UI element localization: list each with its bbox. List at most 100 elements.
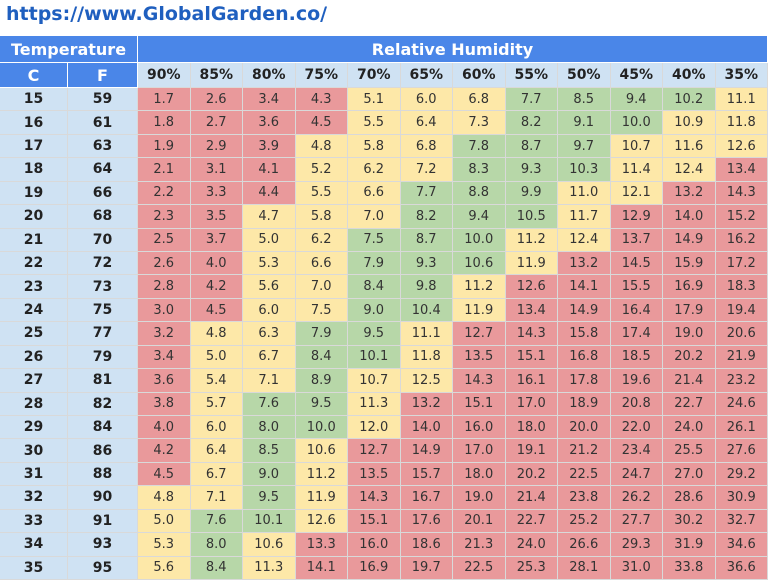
value-cell: 3.4	[243, 88, 296, 112]
value-cell: 10.1	[348, 345, 401, 370]
value-cell: 5.3	[138, 533, 191, 557]
value-cell: 11.7	[558, 205, 611, 229]
value-cell: 11.8	[400, 345, 453, 370]
value-cell: 16.9	[663, 275, 716, 299]
value-cell: 9.5	[348, 322, 401, 346]
value-cell: 12.0	[348, 416, 401, 440]
value-cell: 21.4	[505, 486, 558, 510]
value-cell: 6.0	[190, 416, 243, 440]
value-cell: 2.6	[138, 252, 191, 276]
value-cell: 6.3	[243, 322, 296, 346]
f-header: F	[68, 63, 138, 88]
fahrenheit-cell: 81	[68, 369, 138, 393]
value-cell: 3.8	[138, 392, 191, 416]
value-cell: 26.2	[610, 486, 663, 510]
fahrenheit-cell: 73	[68, 275, 138, 299]
value-cell: 17.8	[558, 369, 611, 393]
value-cell: 18.3	[715, 275, 768, 299]
value-cell: 16.7	[400, 486, 453, 510]
value-cell: 1.8	[138, 111, 191, 135]
value-cell: 12.6	[505, 275, 558, 299]
value-cell: 11.0	[558, 181, 611, 206]
fahrenheit-cell: 88	[68, 462, 138, 487]
celsius-cell: 28	[0, 392, 68, 416]
humidity-column-header: 45%	[610, 63, 663, 88]
value-cell: 13.5	[348, 462, 401, 487]
value-cell: 10.7	[610, 134, 663, 159]
value-cell: 15.7	[400, 462, 453, 487]
value-cell: 11.1	[715, 88, 768, 112]
value-cell: 7.0	[295, 275, 348, 299]
value-cell: 16.8	[558, 345, 611, 370]
value-cell: 9.3	[505, 158, 558, 182]
fahrenheit-cell: 86	[68, 439, 138, 463]
value-cell: 10.0	[610, 111, 663, 135]
value-cell: 4.2	[138, 439, 191, 463]
humidity-column-header: 60%	[453, 63, 506, 88]
value-cell: 19.0	[453, 486, 506, 510]
value-cell: 3.0	[138, 298, 191, 323]
value-cell: 5.5	[295, 181, 348, 206]
value-cell: 7.6	[190, 509, 243, 534]
value-cell: 3.6	[243, 111, 296, 135]
celsius-cell: 17	[0, 134, 68, 159]
celsius-cell: 27	[0, 369, 68, 393]
value-cell: 12.5	[400, 369, 453, 393]
value-cell: 20.0	[558, 416, 611, 440]
value-cell: 8.5	[243, 439, 296, 463]
value-cell: 17.0	[453, 439, 506, 463]
value-cell: 12.7	[453, 322, 506, 346]
value-cell: 2.7	[190, 111, 243, 135]
value-cell: 31.9	[663, 533, 716, 557]
value-cell: 17.0	[505, 392, 558, 416]
celsius-cell: 21	[0, 228, 68, 252]
value-cell: 17.4	[610, 322, 663, 346]
value-cell: 7.9	[295, 322, 348, 346]
value-cell: 7.1	[190, 486, 243, 510]
value-cell: 23.2	[715, 369, 768, 393]
value-cell: 4.5	[138, 462, 191, 487]
value-cell: 9.4	[453, 205, 506, 229]
value-cell: 7.0	[348, 205, 401, 229]
value-cell: 22.7	[663, 392, 716, 416]
value-cell: 13.3	[295, 533, 348, 557]
value-cell: 4.3	[295, 88, 348, 112]
value-cell: 6.6	[295, 252, 348, 276]
value-cell: 19.6	[610, 369, 663, 393]
value-cell: 11.4	[610, 158, 663, 182]
value-cell: 9.4	[610, 88, 663, 112]
humidity-column-header: 80%	[243, 63, 296, 88]
value-cell: 24.7	[610, 462, 663, 487]
celsius-cell: 29	[0, 416, 68, 440]
value-cell: 3.9	[243, 134, 296, 159]
fahrenheit-cell: 64	[68, 158, 138, 182]
value-cell: 15.1	[453, 392, 506, 416]
value-cell: 9.0	[348, 298, 401, 323]
value-cell: 24.6	[715, 392, 768, 416]
value-cell: 25.3	[505, 556, 558, 580]
value-cell: 13.2	[400, 392, 453, 416]
value-cell: 11.9	[295, 486, 348, 510]
value-cell: 21.3	[453, 533, 506, 557]
value-cell: 14.0	[400, 416, 453, 440]
value-cell: 5.0	[243, 228, 296, 252]
value-cell: 11.9	[505, 252, 558, 276]
fahrenheit-cell: 95	[68, 556, 138, 580]
fahrenheit-cell: 79	[68, 345, 138, 370]
value-cell: 14.0	[663, 205, 716, 229]
value-cell: 17.6	[400, 509, 453, 534]
value-cell: 5.6	[243, 275, 296, 299]
fahrenheit-cell: 61	[68, 111, 138, 135]
value-cell: 8.4	[190, 556, 243, 580]
value-cell: 27.0	[663, 462, 716, 487]
value-cell: 7.1	[243, 369, 296, 393]
value-cell: 10.4	[400, 298, 453, 323]
humidity-column-header: 90%	[138, 63, 191, 88]
value-cell: 32.7	[715, 509, 768, 534]
celsius-cell: 25	[0, 322, 68, 346]
value-cell: 5.2	[295, 158, 348, 182]
value-cell: 12.4	[558, 228, 611, 252]
value-cell: 4.4	[243, 181, 296, 206]
celsius-cell: 26	[0, 345, 68, 370]
value-cell: 10.9	[663, 111, 716, 135]
